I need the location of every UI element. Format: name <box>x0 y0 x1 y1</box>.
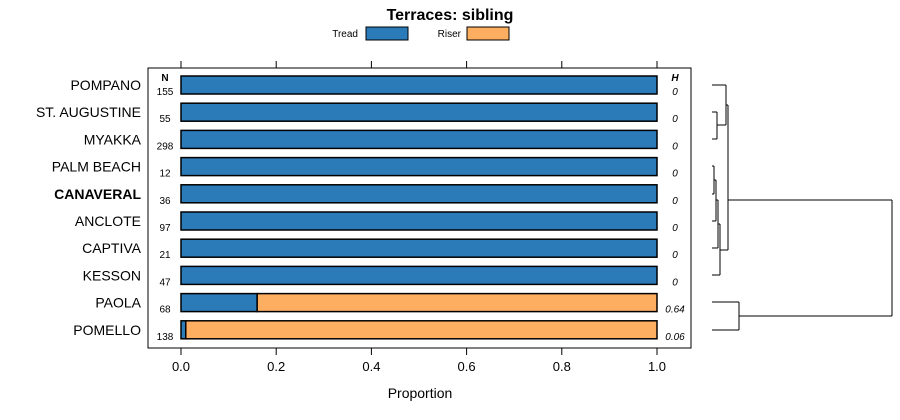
legend-label: Tread <box>332 29 358 40</box>
bar-segment <box>180 265 658 286</box>
x-tick-label: 1.0 <box>648 359 666 374</box>
n-value: 12 <box>159 169 171 180</box>
h-value: 0 <box>672 141 678 152</box>
category-label: KESSON <box>83 267 141 283</box>
category-label: MYAKKA <box>84 131 142 147</box>
category-label: PALM BEACH <box>52 159 141 175</box>
category-label: ST. AUGUSTINE <box>36 104 141 120</box>
h-value: 0 <box>672 114 678 125</box>
x-tick-label: 0.6 <box>458 359 476 374</box>
n-value: 298 <box>157 141 174 152</box>
x-tick-label: 0.4 <box>362 359 380 374</box>
legend-swatch <box>365 26 409 41</box>
bar-segment <box>180 75 658 95</box>
n-value: 138 <box>157 332 174 343</box>
bar-segment <box>180 156 658 177</box>
bar-segment <box>256 292 658 313</box>
h-column-header: H <box>671 73 679 84</box>
h-value: 0 <box>672 196 678 207</box>
n-value: 155 <box>157 87 174 98</box>
bar-segment <box>180 129 658 150</box>
bar-rows: POMPANO 155 0 ST. AUGUSTINE 55 0 MYAKKA 298 0 PAL… <box>36 75 685 343</box>
h-value: 0 <box>672 169 678 180</box>
category-label: POMELLO <box>73 322 141 338</box>
chart-title: Terraces: sibling <box>387 7 514 24</box>
bar-segment <box>180 292 258 313</box>
x-tick-label: 0.8 <box>553 359 571 374</box>
category-label: ANCLOTE <box>75 213 141 229</box>
bar-segment <box>180 211 658 231</box>
n-value: 97 <box>159 223 171 234</box>
x-axis: 0.0 0.2 0.4 0.6 0.8 1.0 <box>172 61 666 374</box>
dendrogram <box>712 84 893 331</box>
x-tick-label: 0.2 <box>267 359 285 374</box>
n-value: 55 <box>159 114 171 125</box>
n-value: 68 <box>159 305 171 316</box>
h-value: 0 <box>672 277 678 288</box>
h-value: 0 <box>672 223 678 234</box>
x-tick-label: 0.0 <box>172 359 190 374</box>
category-label: POMPANO <box>70 77 141 93</box>
category-label: CAPTIVA <box>82 240 142 256</box>
x-axis-label: Proportion <box>388 385 453 401</box>
bar-segment <box>180 184 658 204</box>
plot-frame <box>147 67 692 349</box>
n-column-header: N <box>161 73 168 84</box>
legend-swatch <box>466 26 510 41</box>
bar-segment <box>180 238 658 258</box>
h-value: 0 <box>672 250 678 261</box>
legend: Tread Riser <box>332 26 510 41</box>
category-label: PAOLA <box>95 295 141 311</box>
category-label: CANAVERAL <box>54 186 141 202</box>
h-value: 0.06 <box>665 332 685 343</box>
h-value: 0.64 <box>665 305 685 316</box>
bar-segment <box>185 320 658 340</box>
n-value: 47 <box>159 277 171 288</box>
h-value: 0 <box>672 87 678 98</box>
legend-label: Riser <box>438 29 462 40</box>
n-value: 21 <box>159 250 171 261</box>
bar-segment <box>180 102 658 122</box>
n-value: 36 <box>159 196 171 207</box>
